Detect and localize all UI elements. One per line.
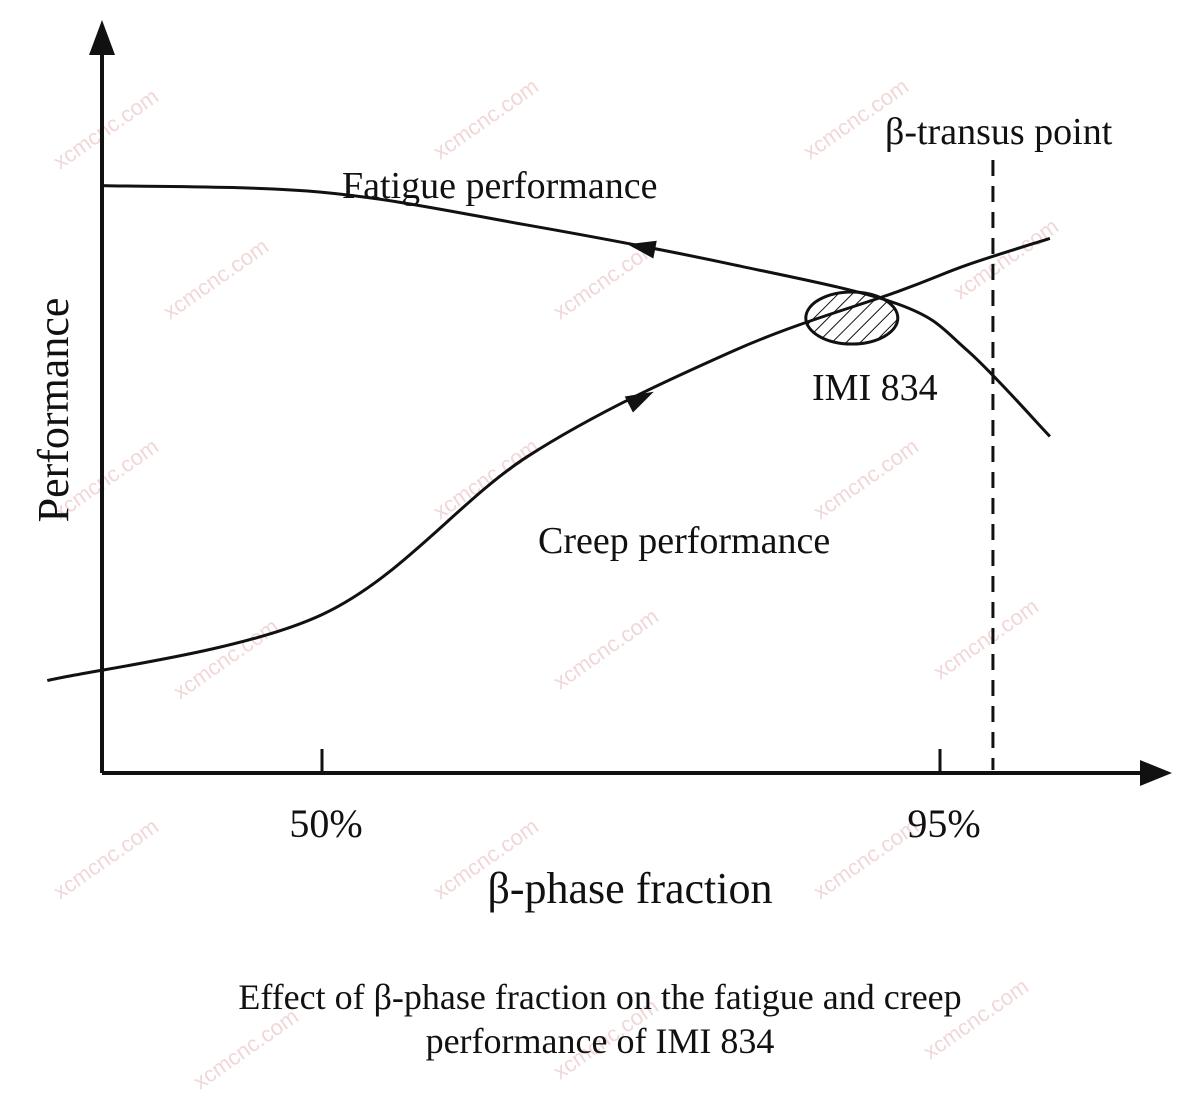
y-axis-label: Performance — [29, 298, 78, 523]
x-axis-arrow — [1140, 760, 1172, 786]
watermark-text: xcmcnc.com — [429, 433, 543, 524]
fatigue-arrow — [627, 240, 657, 259]
x-tick-label: 95% — [907, 801, 980, 846]
beta-transus-label: β-transus point — [885, 111, 1113, 153]
fatigue-curve — [102, 184, 1051, 438]
watermark-text: xcmcnc.com — [549, 603, 663, 694]
watermark-text: xcmcnc.com — [49, 813, 163, 904]
plot-area: 50% 95% — [46, 20, 1172, 846]
figure-caption: Effect of β-phase fraction on the fatigu… — [0, 975, 1200, 1063]
x-axis-label: β-phase fraction — [487, 864, 772, 913]
watermark-text: xcmcnc.com — [929, 593, 1043, 684]
x-ticks: 50% 95% — [289, 749, 981, 846]
creep-arrow — [624, 391, 654, 413]
watermark-layer: xcmcnc.com xcmcnc.com xcmcnc.comxcmcnc.com… — [49, 73, 1063, 1094]
caption-line-2: performance of IMI 834 — [425, 1021, 775, 1061]
imi-834-label: IMI 834 — [812, 367, 938, 409]
watermark-text: xcmcnc.com — [49, 83, 163, 174]
y-axis-arrow — [89, 20, 115, 55]
creep-series-label: Creep performance — [538, 520, 830, 562]
watermark-text: xcmcnc.com — [169, 613, 283, 704]
watermark-text: xcmcnc.com — [159, 233, 273, 324]
series-layer — [46, 184, 1051, 683]
caption-line-1: Effect of β-phase fraction on the fatigu… — [238, 977, 962, 1017]
watermark-text: xcmcnc.com — [809, 813, 923, 904]
imi-834-marker — [804, 290, 900, 346]
watermark-text: xcmcnc.com — [429, 73, 543, 164]
fatigue-series-label: Fatigue performance — [342, 165, 657, 207]
x-tick-label: 50% — [289, 801, 362, 846]
watermark-text: xcmcnc.com — [809, 433, 923, 524]
watermark-text: xcmcnc.com — [949, 213, 1063, 304]
